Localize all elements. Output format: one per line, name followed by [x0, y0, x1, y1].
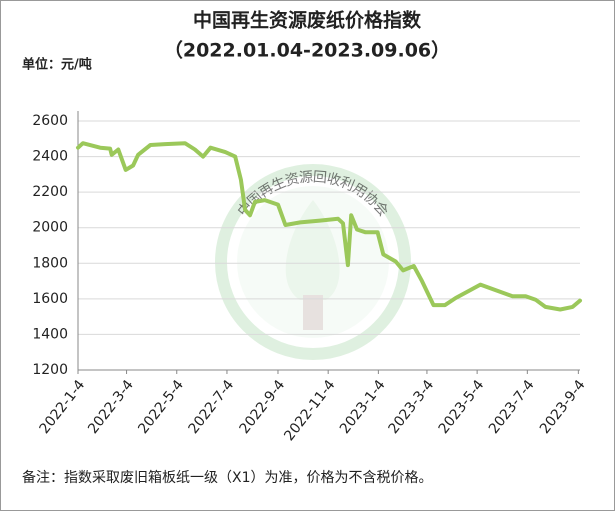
y-tick-label: 2000: [32, 220, 68, 236]
y-unit: 单位：元/吨: [22, 57, 92, 73]
y-tick-label: 1600: [32, 291, 68, 307]
y-tick-label: 1800: [32, 255, 68, 271]
y-tick-label: 1200: [32, 362, 68, 378]
y-tick-label: 2600: [32, 113, 68, 129]
y-tick-label: 2400: [32, 149, 68, 165]
chart-title: 中国再生资源废纸价格指数: [193, 9, 422, 32]
y-tick-label: 1400: [32, 326, 68, 342]
note: 备注：指数采取废旧箱板纸一级（X1）为准，价格为不含税价格。: [22, 469, 433, 486]
data-line: [76, 141, 582, 312]
y-tick-label: 2200: [32, 184, 68, 200]
chart-subtitle: （2022.01.04-2023.09.06）: [164, 39, 450, 62]
